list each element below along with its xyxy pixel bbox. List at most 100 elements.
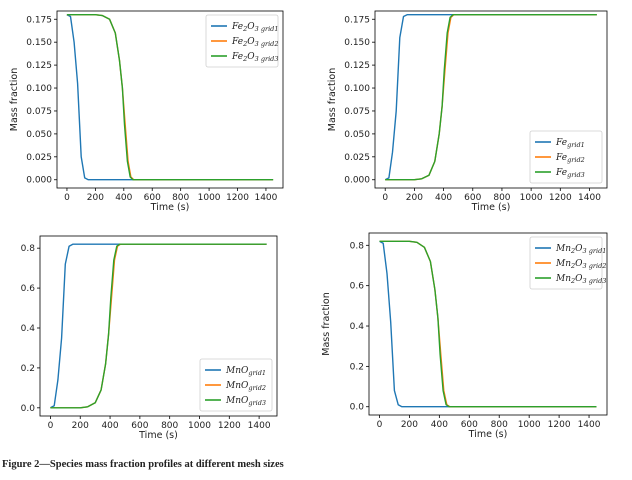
y-tick-label: 0.050: [344, 130, 370, 140]
x-tick-label: 1000: [198, 193, 221, 203]
legend-label: Mn2O3 grid1: [555, 244, 606, 255]
x-tick-label: 600: [131, 421, 148, 431]
y-tick-label: 0.0: [21, 404, 36, 414]
y-axis-title: Mass fraction: [9, 68, 20, 131]
legend-label: Fe2O3 grid1: [231, 22, 278, 33]
legend-label: MnOgrid3: [225, 396, 266, 407]
x-tick-label: 800: [172, 193, 189, 203]
chart-panel-bottom-left: 0 200 400 600 800 1000 1200 1400 0.0 0.2 0.4 0.6 0.8…: [0, 235, 278, 441]
plot-frame: [374, 10, 608, 189]
series-line-grid3: [385, 13, 597, 181]
x-tick-label: 1400: [254, 193, 277, 203]
y-tick-label: 0.025: [344, 153, 370, 163]
y-tick-label: 0.2: [350, 362, 364, 372]
x-tick-label: 200: [401, 420, 418, 430]
x-tick-label: 1200: [549, 193, 572, 203]
x-axis-title: Time (s): [150, 202, 190, 213]
legend-label: Fegrid1: [555, 138, 585, 149]
x-axis-title: Time (s): [138, 430, 178, 441]
y-tick-label: 0.150: [344, 38, 370, 48]
x-tick-label: 1000: [520, 193, 543, 203]
x-tick-label: 1400: [578, 420, 601, 430]
x-tick-label: 800: [493, 193, 510, 203]
x-tick-label: 400: [115, 193, 132, 203]
y-tick-label: 0.125: [26, 61, 52, 71]
series-line-grid1: [66, 14, 274, 181]
y-tick-label: 0.050: [26, 130, 52, 140]
legend-box: [529, 130, 603, 184]
y-tick-label: 0.150: [26, 38, 52, 48]
x-axis-title: Time (s): [468, 429, 508, 440]
x-tick-label: 1400: [578, 193, 601, 203]
series-line-grid1: [50, 243, 267, 409]
y-tick-label: 0.075: [26, 107, 52, 117]
y-tick-label: 0.4: [350, 322, 365, 332]
chart-panel-top-right: 0 200 400 600 800 1000 1200 1400 0.000 0.025 0.050…: [327, 10, 608, 213]
y-tick-label: 0.175: [26, 15, 52, 25]
plot-frame: [368, 232, 608, 416]
y-tick-label: 0.0: [350, 403, 365, 413]
x-tick-label: 0: [377, 420, 383, 430]
x-tick-label: 1000: [188, 421, 211, 431]
x-tick-label: 1000: [518, 420, 541, 430]
y-tick-label: 0.175: [344, 15, 370, 25]
y-tick-label: 0.125: [344, 61, 370, 71]
legend-box: [529, 236, 603, 290]
legend-label: MnOgrid2: [225, 381, 266, 392]
legend-label: Mn2O3 grid3: [555, 274, 606, 285]
legend: MnOgrid1 MnOgrid2 MnOgrid3: [199, 358, 273, 412]
legend: Mn2O3 grid1 Mn2O3 grid2 Mn2O3 grid3: [529, 236, 606, 290]
x-tick-label: 0: [64, 193, 70, 203]
x-tick-label: 1200: [218, 421, 241, 431]
legend-label: Mn2O3 grid2: [555, 259, 606, 270]
legend-label: Fegrid2: [555, 153, 585, 164]
legend-label: Fe2O3 grid3: [231, 52, 278, 63]
legend-label: MnOgrid1: [225, 366, 266, 377]
x-tick-label: 800: [491, 420, 508, 430]
plot-frame: [56, 10, 284, 189]
figure-caption: Figure 2—Species mass fraction profiles …: [2, 459, 284, 470]
x-tick-label: 0: [48, 421, 54, 431]
chart-panel-bottom-right: 0 200 400 600 800 1000 1200 1400 0.0 0.2 0.4 0.6 0.8…: [321, 232, 608, 440]
y-tick-label: 0.100: [26, 84, 52, 94]
legend: Fe2O3 grid1 Fe2O3 grid2 Fe2O3 grid3: [205, 14, 279, 68]
y-tick-label: 0.000: [344, 176, 370, 186]
y-tick-label: 0.8: [21, 244, 36, 254]
x-tick-label: 400: [101, 421, 118, 431]
y-tick-label: 0.000: [26, 176, 52, 186]
x-tick-label: 400: [435, 193, 452, 203]
y-axis-title: Mass fraction: [0, 294, 3, 357]
y-axis-title: Mass fraction: [321, 292, 332, 355]
x-tick-label: 1200: [548, 420, 571, 430]
series-line-grid1: [379, 240, 597, 408]
y-tick-label: 0.8: [350, 241, 365, 251]
x-tick-label: 0: [382, 193, 388, 203]
y-tick-label: 0.4: [21, 324, 36, 334]
legend: Fegrid1 Fegrid2 Fegrid3: [529, 130, 603, 184]
x-tick-label: 1200: [226, 193, 249, 203]
chart-panel-top-left: 0 200 400 600 800 1000 1200 1400 0.000 0.025 0.050…: [9, 10, 284, 213]
x-tick-label: 1400: [248, 421, 271, 431]
y-tick-label: 0.100: [344, 84, 370, 94]
y-tick-label: 0.6: [21, 284, 36, 294]
legend-label: Fegrid3: [555, 168, 585, 179]
y-tick-label: 0.025: [26, 153, 52, 163]
x-tick-label: 200: [406, 193, 423, 203]
x-axis-title: Time (s): [471, 202, 511, 213]
y-axis-title: Mass fraction: [327, 68, 338, 131]
x-tick-label: 600: [144, 193, 161, 203]
x-tick-label: 400: [431, 420, 448, 430]
x-tick-label: 800: [161, 421, 178, 431]
series-line-grid3: [66, 13, 274, 181]
series-line-grid3: [50, 243, 267, 409]
series-line-grid1: [384, 13, 597, 181]
x-tick-label: 200: [87, 193, 104, 203]
y-tick-label: 0.075: [344, 107, 370, 117]
legend-box: [205, 14, 279, 68]
y-tick-label: 0.2: [21, 364, 35, 374]
x-tick-label: 600: [461, 420, 478, 430]
y-tick-label: 0.6: [350, 282, 365, 292]
x-tick-label: 600: [464, 193, 481, 203]
legend-label: Fe2O3 grid2: [231, 37, 278, 48]
